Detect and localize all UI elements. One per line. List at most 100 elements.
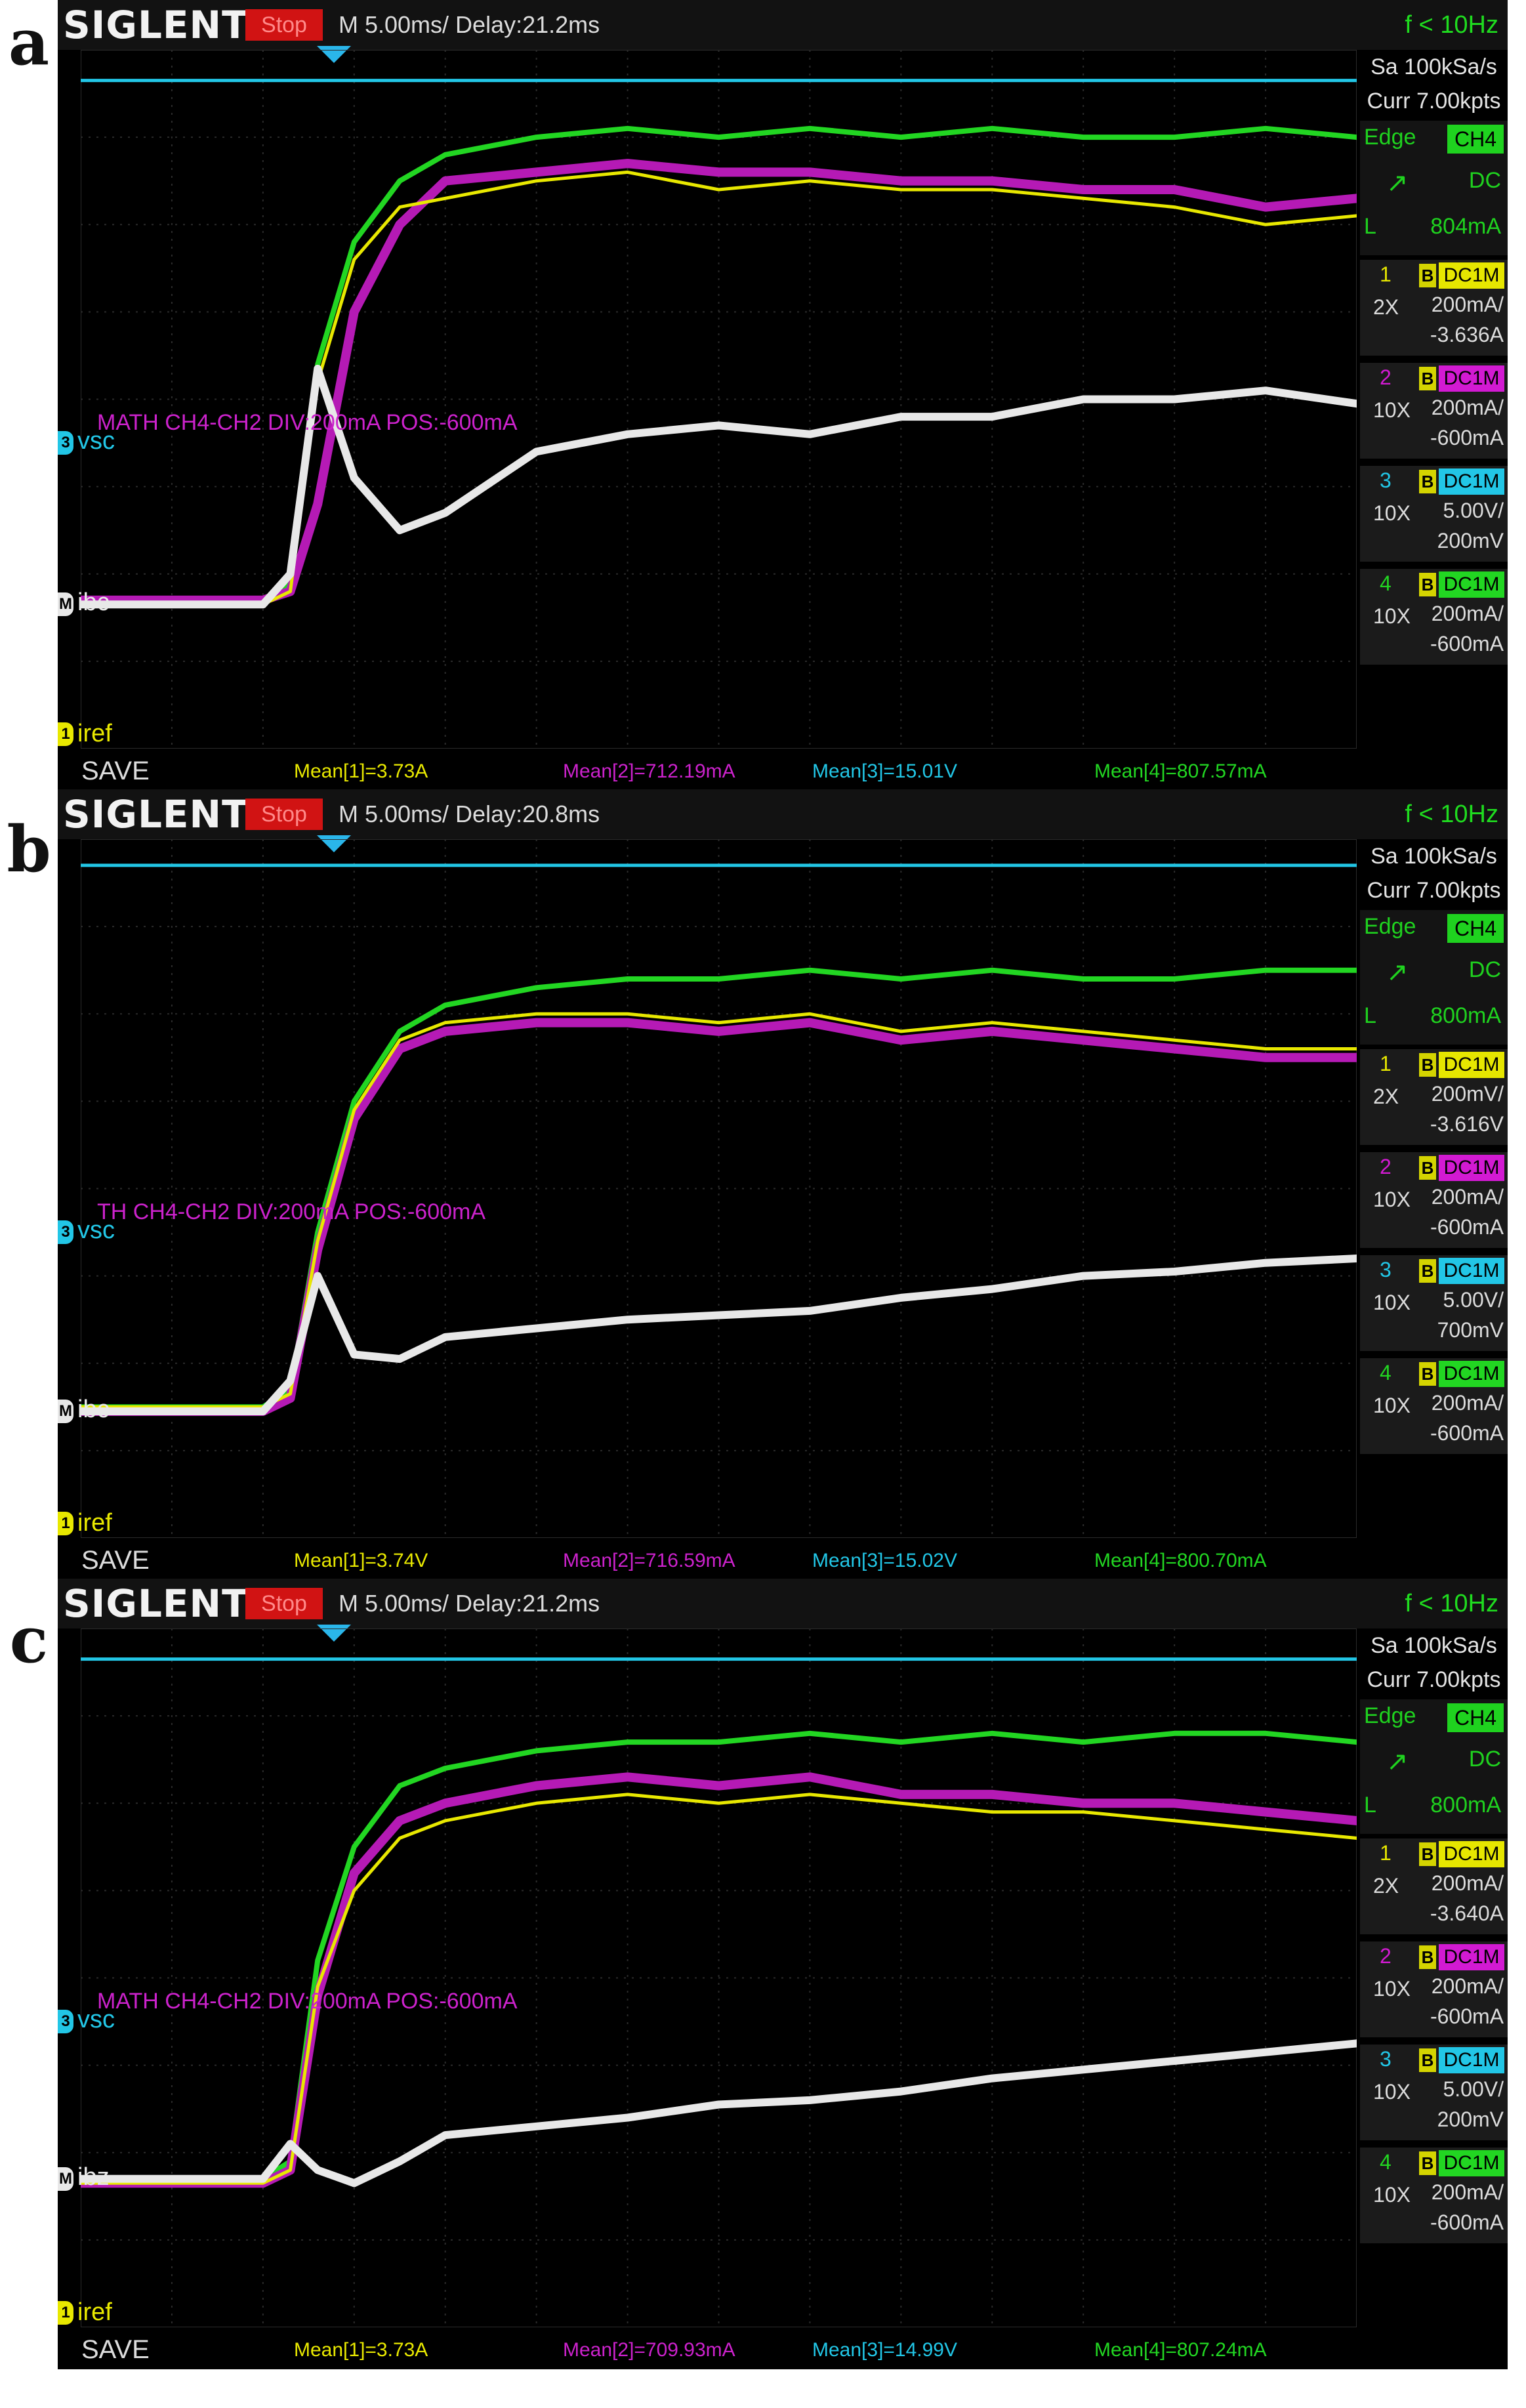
bandwidth-limit-badge: B bbox=[1419, 1259, 1436, 1283]
channel-box-2[interactable]: 2 B DC1M 10X 200mA/ -600mA bbox=[1360, 1152, 1508, 1248]
memory-depth: Curr 7.00kpts bbox=[1367, 89, 1501, 114]
trace-point-ch2 bbox=[626, 1021, 629, 1024]
trace-point-ch2 bbox=[535, 171, 538, 174]
ch3-offset-marker-icon[interactable]: 3 bbox=[58, 2010, 73, 2034]
channel-number: 1 bbox=[1380, 1052, 1392, 1075]
trace-point-ch1 bbox=[1082, 1029, 1085, 1033]
trace-ch2 bbox=[81, 1018, 1357, 1416]
trace-point-ch1 bbox=[352, 258, 356, 261]
trace-point-ch1 bbox=[1173, 1819, 1176, 1822]
volts-per-div: 200mV/ bbox=[1431, 1082, 1504, 1106]
channel-box-4[interactable]: 4 B DC1M 10X 200mA/ -600mA bbox=[1360, 2148, 1508, 2243]
save-indicator[interactable]: SAVE bbox=[81, 1546, 150, 1575]
waveform-svg bbox=[81, 839, 1357, 1538]
trace-point-math bbox=[1173, 2059, 1176, 2062]
trace-point-math bbox=[81, 2177, 82, 2180]
channel-box-2[interactable]: 2 B DC1M 10X 200mA/ -600mA bbox=[1360, 363, 1508, 459]
channel-box-3[interactable]: 3 B DC1M 10X 5.00V/700mV bbox=[1360, 1255, 1508, 1351]
trace-point-math bbox=[261, 2177, 264, 2180]
trace-point-ch1 bbox=[289, 590, 292, 593]
trace-point-ch3 bbox=[808, 79, 812, 82]
trace-label-ib: ibc bbox=[77, 1395, 110, 1423]
scope-panel-c: SIGLENT Stop M 5.00ms/ Delay:21.2ms f < 10H… bbox=[58, 1579, 1508, 2369]
math-offset-marker-icon[interactable]: M bbox=[58, 592, 73, 617]
save-indicator[interactable]: SAVE bbox=[81, 757, 150, 785]
channel-box-3[interactable]: 3 B DC1M 10X 5.00V/200mV bbox=[1360, 466, 1508, 562]
trace-point-ch1 bbox=[316, 1239, 320, 1243]
channel-number: 4 bbox=[1380, 1361, 1392, 1384]
trigger-frequency: f < 10Hz bbox=[1405, 800, 1498, 828]
channel-coupling: DC1M bbox=[1439, 571, 1504, 598]
trace-point-ch2 bbox=[1173, 188, 1176, 191]
trace-point-ch1 bbox=[1264, 1047, 1268, 1050]
trigger-settings[interactable]: Edge CH4 ↗ DC L 800mA bbox=[1360, 910, 1508, 1045]
trigger-settings[interactable]: Edge CH4 ↗ DC L 800mA bbox=[1360, 1699, 1508, 1834]
ch3-offset-marker-icon[interactable]: 3 bbox=[58, 431, 73, 455]
trace-point-ch3 bbox=[352, 863, 356, 867]
channel-box-2[interactable]: 2 B DC1M 10X 200mA/ -600mA bbox=[1360, 1941, 1508, 2037]
trace-point-math bbox=[808, 2098, 812, 2102]
timebase-readout[interactable]: M 5.00ms/ Delay:21.2ms bbox=[339, 11, 600, 38]
ch1-offset-marker-icon[interactable]: 1 bbox=[58, 1512, 73, 1535]
math-offset-marker-icon[interactable]: M bbox=[58, 1399, 73, 1423]
trace-point-ch3 bbox=[1082, 863, 1085, 867]
channel-box-4[interactable]: 4 B DC1M 10X 200mA/ -600mA bbox=[1360, 569, 1508, 665]
probe-attenuation: 10X bbox=[1373, 1394, 1411, 1417]
bandwidth-limit-badge: B bbox=[1419, 470, 1436, 493]
volts-per-div: 200mA/ bbox=[1431, 396, 1504, 419]
timebase-readout[interactable]: M 5.00ms/ Delay:20.8ms bbox=[339, 800, 600, 827]
trace-point-ch4 bbox=[398, 1029, 402, 1033]
trace-point-math bbox=[81, 1409, 82, 1413]
trace-point-ch4 bbox=[899, 978, 903, 980]
channel-coupling: DC1M bbox=[1439, 1052, 1504, 1078]
channel-number: 1 bbox=[1380, 262, 1392, 286]
trigger-settings[interactable]: Edge CH4 ↗ DC L 804mA bbox=[1360, 121, 1508, 255]
ch1-offset-marker-icon[interactable]: 1 bbox=[58, 2301, 73, 2325]
trace-point-ch3 bbox=[808, 1657, 812, 1661]
math-label: TH CH4-CH2 DIV:200mA POS:-600mA bbox=[97, 1199, 486, 1225]
trace-point-math bbox=[398, 1358, 402, 1361]
run-stop-status[interactable]: Stop bbox=[245, 1588, 323, 1619]
scope-panel-b: SIGLENT Stop M 5.00ms/ Delay:20.8ms f < 10H… bbox=[58, 789, 1508, 1580]
trace-ch2 bbox=[81, 1772, 1357, 2188]
trace-point-ch4 bbox=[1082, 1741, 1085, 1744]
run-stop-status[interactable]: Stop bbox=[245, 799, 323, 830]
channel-box-1[interactable]: 1 B DC1M 2X 200mA/ -3.636A bbox=[1360, 260, 1508, 356]
trace-label-vsc: vsc bbox=[77, 1216, 115, 1245]
channel-box-1[interactable]: 1 B DC1M 2X 200mV/ -3.616V bbox=[1360, 1049, 1508, 1145]
measurement-bar: SAVE Mean[1]=3.74V Mean[2]=716.59mA Mean[3]… bbox=[58, 1538, 1508, 1580]
trace-point-ch3 bbox=[289, 79, 292, 82]
trace-point-math bbox=[808, 432, 812, 436]
trigger-position-marker-icon[interactable] bbox=[317, 1625, 351, 1642]
bandwidth-limit-badge: B bbox=[1419, 367, 1436, 390]
trigger-position-marker-icon[interactable] bbox=[317, 46, 351, 63]
trace-point-math bbox=[352, 2182, 356, 2185]
trace-point-ch3 bbox=[170, 79, 173, 82]
trace-point-ch3 bbox=[170, 1657, 173, 1661]
trace-point-ch1 bbox=[626, 171, 629, 174]
trigger-position-marker-icon[interactable] bbox=[317, 835, 351, 852]
ch1-offset-marker-icon[interactable]: 1 bbox=[58, 722, 73, 746]
trace-label-vsc: vsc bbox=[77, 2006, 115, 2034]
channel-box-3[interactable]: 3 B DC1M 10X 5.00V/200mV bbox=[1360, 2045, 1508, 2140]
channel-box-1[interactable]: 1 B DC1M 2X 200mA/ -3.640A bbox=[1360, 1838, 1508, 1934]
trace-point-math bbox=[289, 572, 292, 575]
math-offset-marker-icon[interactable]: M bbox=[58, 2167, 73, 2191]
channel-offset: -3.636A bbox=[1430, 323, 1504, 346]
trace-point-ch1 bbox=[899, 1029, 903, 1033]
trace-point-ch4 bbox=[535, 136, 538, 139]
volts-per-div: 200mA/ bbox=[1431, 2180, 1504, 2204]
trace-point-ch1 bbox=[808, 1012, 812, 1016]
ch3-offset-marker-icon[interactable]: 3 bbox=[58, 1220, 73, 1245]
trace-point-ch2 bbox=[808, 171, 812, 174]
timebase-readout[interactable]: M 5.00ms/ Delay:21.2ms bbox=[339, 1590, 600, 1617]
trace-point-ch2 bbox=[899, 179, 903, 182]
trace-point-ch4 bbox=[717, 136, 720, 139]
trace-point-ch3 bbox=[316, 1657, 320, 1661]
trace-point-math bbox=[1082, 398, 1085, 401]
run-stop-status[interactable]: Stop bbox=[245, 9, 323, 41]
trace-point-math bbox=[899, 1296, 903, 1299]
channel-box-4[interactable]: 4 B DC1M 10X 200mA/ -600mA bbox=[1360, 1358, 1508, 1454]
trace-point-ch3 bbox=[289, 863, 292, 867]
save-indicator[interactable]: SAVE bbox=[81, 2335, 150, 2364]
